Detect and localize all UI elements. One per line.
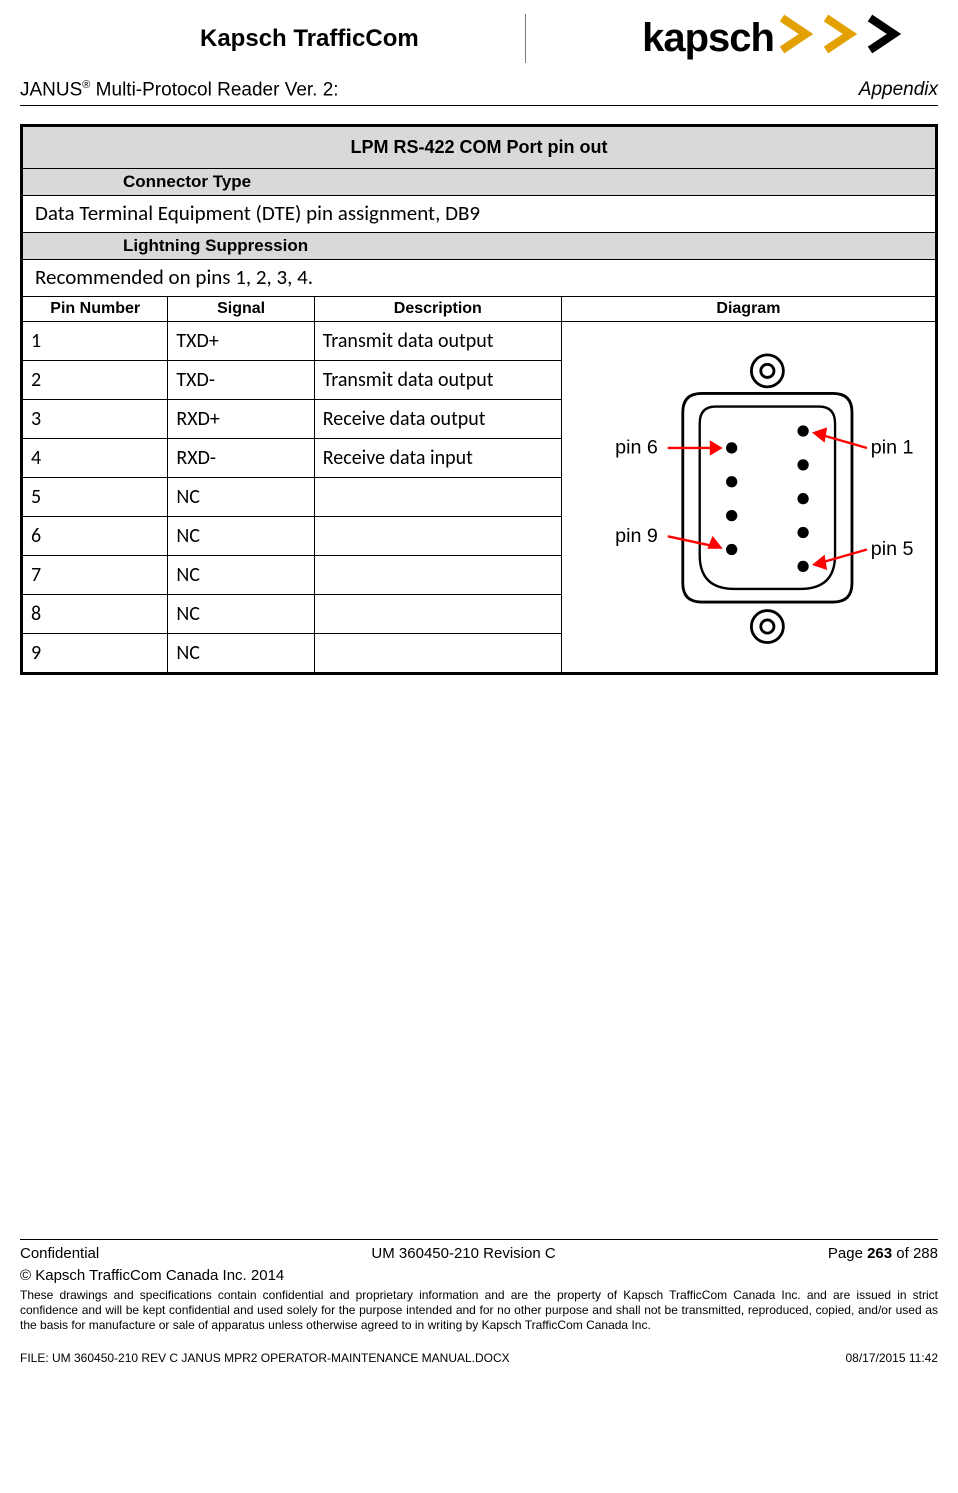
footer-disclaimer: These drawings and specifications contai…	[20, 1288, 938, 1333]
col-desc: Description	[314, 297, 561, 322]
col-pin: Pin Number	[22, 297, 168, 322]
footer-timestamp: 08/17/2015 11:42	[845, 1351, 938, 1365]
connector-type-value: Data Terminal Equipment (DTE) pin assign…	[22, 196, 937, 233]
diagram-label-pin5: pin 5	[871, 538, 914, 560]
table-title: LPM RS-422 COM Port pin out	[22, 126, 937, 169]
diagram-label-pin9: pin 9	[615, 525, 658, 547]
footer-copyright: © Kapsch TrafficCom Canada Inc. 2014	[20, 1267, 938, 1284]
footer-doc-id: UM 360450-210 Revision C	[371, 1245, 555, 1262]
pinout-table: LPM RS-422 COM Port pin out Connector Ty…	[20, 124, 938, 675]
section-name: Appendix	[859, 79, 938, 101]
db9-diagram: pin 1 pin 5 pin 6 pin 9	[561, 322, 936, 674]
footer-page: Page 263 of 288	[828, 1245, 938, 1262]
logo-wordmark: kapsch	[642, 16, 774, 61]
table-row: 1TXD+Transmit data output	[22, 322, 937, 361]
company-logo: kapsch	[642, 14, 938, 63]
chevron-icon	[778, 14, 938, 63]
diagram-label-pin6: pin 6	[615, 437, 658, 459]
connector-type-label: Connector Type	[22, 169, 937, 196]
lightning-label: Lightning Suppression	[22, 233, 937, 260]
product-line: JANUS® Multi-Protocol Reader Ver. 2:	[20, 79, 339, 101]
footer-confidential: Confidential	[20, 1245, 99, 1262]
col-signal: Signal	[168, 297, 314, 322]
company-name: Kapsch TrafficCom	[20, 25, 419, 53]
diagram-label-pin1: pin 1	[871, 437, 914, 459]
footer-file: FILE: UM 360450-210 REV C JANUS MPR2 OPE…	[20, 1351, 510, 1365]
lightning-value: Recommended on pins 1, 2, 3, 4.	[22, 260, 937, 297]
col-diagram: Diagram	[561, 297, 936, 322]
